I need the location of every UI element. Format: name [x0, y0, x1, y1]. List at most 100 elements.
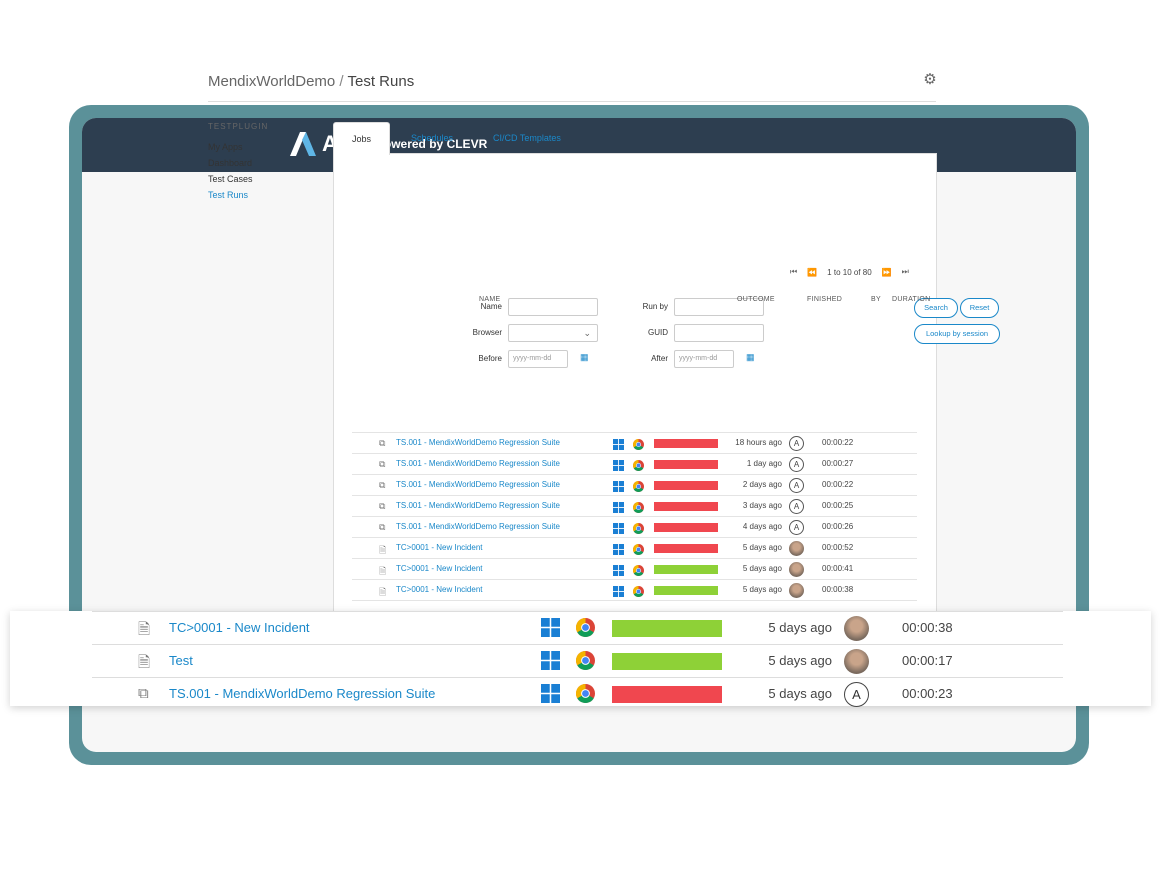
after-date-input[interactable]: yyyy-mm-dd — [674, 350, 734, 368]
next-page-icon[interactable]: ⏩ — [881, 267, 892, 277]
run-name-link[interactable]: TS.001 - MendixWorldDemo Regression Suit… — [396, 480, 560, 489]
zoomed-row[interactable]: 🗎 Test 5 days ago 00:00:17 — [92, 644, 1063, 677]
column-header-outcome[interactable]: OUTCOME — [737, 296, 775, 303]
suite-icon: ⧉ — [379, 480, 386, 490]
search-button[interactable]: Search — [914, 298, 958, 318]
outcome-bar-pass — [654, 586, 718, 595]
column-header-duration[interactable]: DURATION — [892, 296, 931, 303]
table-row[interactable]: ⧉ TS.001 - MendixWorldDemo Regression Sui… — [352, 432, 917, 453]
suite-icon: ⧉ — [379, 438, 386, 448]
outcome-bar-fail — [654, 481, 718, 490]
page-range-text: 1 to 10 of 80 — [827, 267, 872, 277]
suite-icon: ⧉ — [379, 501, 386, 511]
duration-value: 00:00:38 — [902, 620, 953, 635]
guid-label: GUID — [648, 328, 668, 337]
name-label: Name — [480, 302, 502, 311]
chrome-icon — [633, 563, 644, 581]
windows-icon — [541, 651, 560, 675]
table-row[interactable]: 🗎 TC>0001 - New Incident 5 days ago 00:00:4… — [352, 558, 917, 579]
lookup-by-session-button[interactable]: Lookup by session — [914, 324, 1000, 344]
run-name-link[interactable]: TC>0001 - New Incident — [396, 543, 483, 552]
testcase-icon: 🗎 — [379, 587, 387, 597]
column-header-by[interactable]: BY — [871, 296, 881, 303]
sidebar-item-my-apps[interactable]: My Apps — [208, 142, 243, 152]
user-initial-avatar: A — [789, 499, 804, 514]
duration-value: 00:00:38 — [822, 585, 854, 594]
run-name-link[interactable]: TS.001 - MendixWorldDemo Regression Suit… — [396, 501, 560, 510]
pagination: ⏮ ⏪ 1 to 10 of 80 ⏩ ⏭ — [790, 267, 909, 277]
gear-icon[interactable]: ⚙ — [923, 71, 937, 88]
guid-input[interactable] — [674, 324, 764, 342]
run-name-link[interactable]: TS.001 - MendixWorldDemo Regression Suit… — [396, 459, 560, 468]
table-row[interactable]: 🗎 TC>0001 - New Incident 5 days ago 00:00:5… — [352, 537, 917, 558]
chrome-icon — [633, 542, 644, 560]
testcase-icon: 🗎 — [379, 566, 387, 576]
windows-icon — [613, 521, 624, 539]
chrome-icon — [633, 521, 644, 539]
zoomed-row[interactable]: ⧉ TS.001 - MendixWorldDemo Regression Sui… — [92, 677, 1063, 710]
before-date-input[interactable]: yyyy-mm-dd — [508, 350, 568, 368]
user-initial-avatar: A — [789, 478, 804, 493]
table-row[interactable]: ⧉ TS.001 - MendixWorldDemo Regression Sui… — [352, 453, 917, 474]
windows-icon — [613, 542, 624, 560]
run-name-link[interactable]: TS.001 - MendixWorldDemo Regression Suit… — [396, 522, 560, 531]
before-label: Before — [478, 354, 502, 363]
table-row[interactable]: ⧉ TS.001 - MendixWorldDemo Regression Sui… — [352, 516, 917, 537]
before-calendar-icon[interactable]: ▦ — [580, 352, 589, 362]
runby-input[interactable] — [674, 298, 764, 316]
windows-icon — [613, 458, 624, 476]
prev-page-icon[interactable]: ⏪ — [807, 267, 818, 277]
chrome-icon — [633, 458, 644, 476]
duration-value: 00:00:41 — [822, 564, 854, 573]
zoomed-row[interactable]: 🗎 TC>0001 - New Incident 5 days ago 00:00:3… — [92, 611, 1063, 644]
last-page-icon[interactable]: ⏭ — [901, 267, 909, 276]
breadcrumb-app[interactable]: MendixWorldDemo — [208, 73, 336, 90]
run-name-link[interactable]: TS.001 - MendixWorldDemo Regression Suit… — [396, 438, 560, 447]
run-name-link[interactable]: TC>0001 - New Incident — [396, 564, 483, 573]
windows-icon — [613, 479, 624, 497]
first-page-icon[interactable]: ⏮ — [790, 267, 798, 276]
column-header-finished[interactable]: FINISHED — [807, 296, 843, 303]
finished-time: 5 days ago — [742, 585, 782, 594]
user-photo-avatar — [844, 649, 869, 674]
user-initial-avatar: A — [844, 682, 869, 707]
tab-schedules[interactable]: Schedules — [411, 133, 454, 143]
table-row-partial — [352, 600, 917, 621]
tab-jobs[interactable]: Jobs — [333, 122, 391, 155]
run-name-link[interactable]: TS.001 - MendixWorldDemo Regression Suit… — [169, 686, 436, 701]
user-photo-avatar — [789, 583, 804, 598]
column-header-name[interactable]: NAME — [479, 296, 501, 303]
sidebar-item-test-runs[interactable]: Test Runs — [208, 190, 249, 200]
suite-icon: ⧉ — [379, 522, 386, 532]
duration-value: 00:00:27 — [822, 459, 854, 468]
sidebar-item-dashboard[interactable]: Dashboard — [208, 158, 253, 168]
run-name-link[interactable]: TC>0001 - New Incident — [169, 620, 310, 635]
table-row[interactable]: ⧉ TS.001 - MendixWorldDemo Regression Sui… — [352, 495, 917, 516]
table-row[interactable]: ⧉ TS.001 - MendixWorldDemo Regression Sui… — [352, 474, 917, 495]
finished-time: 4 days ago — [742, 522, 782, 531]
powered-by-text: Powered by CLEVR — [375, 137, 488, 151]
sidebar-item-test-cases[interactable]: Test Cases — [208, 174, 253, 184]
tab-cicd-templates[interactable]: CI/CD Templates — [493, 133, 561, 143]
testcase-icon: 🗎 — [379, 545, 387, 555]
run-name-link[interactable]: Test — [169, 653, 193, 668]
name-input[interactable] — [508, 298, 598, 316]
run-name-link[interactable]: TC>0001 - New Incident — [396, 585, 483, 594]
browser-label: Browser — [472, 328, 502, 337]
windows-icon — [613, 500, 624, 518]
breadcrumb-separator: / — [335, 73, 348, 90]
reset-button[interactable]: Reset — [960, 298, 999, 318]
duration-value: 00:00:22 — [822, 480, 854, 489]
chevron-down-icon: ⌄ — [583, 328, 591, 338]
chrome-icon — [576, 618, 595, 642]
outcome-bar-pass — [654, 565, 718, 574]
finished-time: 2 days ago — [742, 480, 782, 489]
browser-select[interactable]: ⌄ — [508, 324, 598, 342]
duration-value: 00:00:23 — [902, 686, 953, 701]
after-calendar-icon[interactable]: ▦ — [746, 352, 755, 362]
table-row[interactable]: 🗎 TC>0001 - New Incident 5 days ago 00:00:3… — [352, 579, 917, 600]
suite-icon: ⧉ — [379, 459, 386, 469]
title-divider — [208, 101, 936, 102]
windows-icon — [613, 563, 624, 581]
outcome-bar-fail — [612, 686, 722, 703]
